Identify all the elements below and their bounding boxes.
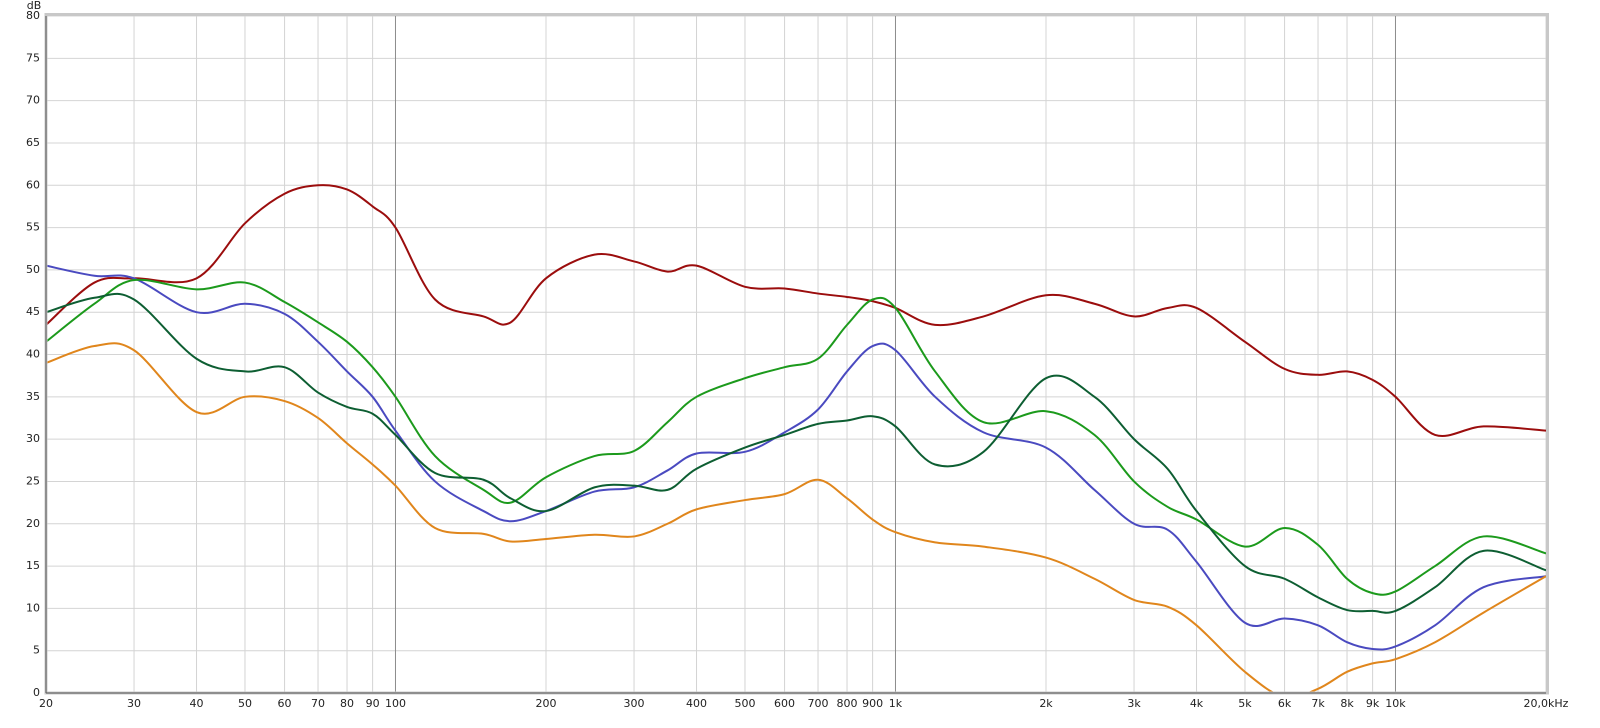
x-tick-label: 2k	[1039, 697, 1053, 710]
y-tick-label: 25	[26, 474, 40, 487]
tick-labels: 0 5 10 15 20 25 30 35 40 45 50 55 60 65 70 75 80 20 30 40 50…	[26, 9, 1569, 710]
y-axis-label: dB	[27, 0, 42, 12]
y-tick-label: 30	[26, 432, 40, 445]
y-tick-label: 45	[26, 305, 40, 318]
series-line	[46, 184, 1546, 437]
y-tick-label: 65	[26, 136, 40, 149]
x-tick-label: 8k	[1340, 697, 1354, 710]
y-tick-label: 80	[26, 9, 40, 22]
x-tick-label: 7k	[1311, 697, 1325, 710]
x-tick-label: 500	[734, 697, 755, 710]
y-tick-label: 10	[26, 601, 40, 614]
x-tick-label: 50	[238, 697, 252, 710]
x-tick-label: 900	[862, 697, 883, 710]
series-line	[46, 264, 1546, 651]
x-tick-label: 20	[39, 697, 53, 710]
y-tick-label: 50	[26, 263, 40, 276]
x-tick-label: 800	[837, 697, 858, 710]
x-tick-label: 700	[808, 697, 829, 710]
x-tick-label: 3k	[1127, 697, 1141, 710]
y-tick-label: 35	[26, 390, 40, 403]
x-tick-label: 6k	[1278, 697, 1292, 710]
x-tick-label: 1k	[889, 697, 903, 710]
x-tick-label: 60	[278, 697, 292, 710]
x-tick-label: 80	[340, 697, 354, 710]
x-tick-label: 30	[127, 697, 141, 710]
lines	[46, 184, 1546, 693]
y-tick-label: 75	[26, 51, 40, 64]
x-tick-label: 400	[686, 697, 707, 710]
x-tick-label: 9k	[1366, 697, 1380, 710]
x-tick-label: 70	[311, 697, 325, 710]
series-line	[46, 292, 1546, 614]
y-tick-label: 55	[26, 221, 40, 234]
y-tick-label: 15	[26, 559, 40, 572]
x-tick-label: 600	[774, 697, 795, 710]
y-tick-label: 70	[26, 94, 40, 107]
y-tick-label: 40	[26, 348, 40, 361]
x-tick-label: 4k	[1190, 697, 1204, 710]
y-tick-label: 5	[33, 644, 40, 657]
series-line	[46, 342, 1546, 693]
x-tick-label: 20,0kHz	[1524, 697, 1569, 710]
x-tick-label: 100	[385, 697, 406, 710]
x-tick-label: 10k	[1385, 697, 1406, 710]
y-tick-label: 20	[26, 517, 40, 530]
x-tick-label: 200	[536, 697, 557, 710]
x-tick-label: 40	[190, 697, 204, 710]
series-line	[46, 278, 1546, 596]
y-tick-label: 60	[26, 178, 40, 191]
x-tick-label: 300	[624, 697, 645, 710]
y-tick-label: 0	[33, 686, 40, 699]
x-tick-label: 90	[366, 697, 380, 710]
x-tick-label: 5k	[1238, 697, 1252, 710]
